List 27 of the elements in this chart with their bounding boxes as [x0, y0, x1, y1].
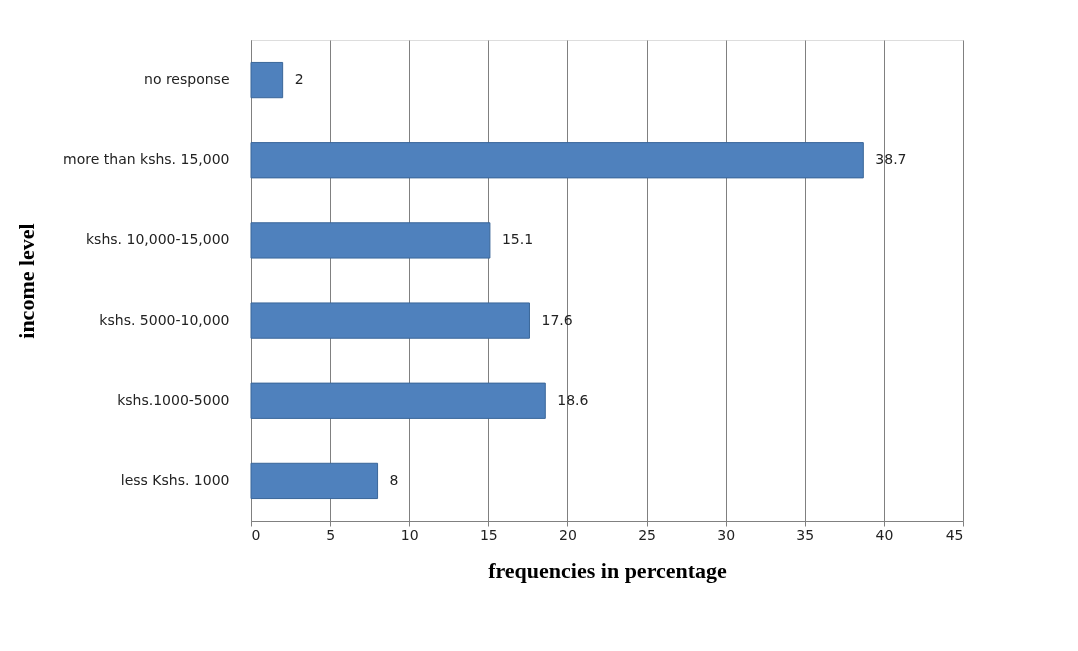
data-label: 2 — [294, 71, 304, 88]
bar — [250, 462, 379, 500]
y-tick-label: kshs.1000-5000 — [117, 391, 230, 408]
x-tick-label: 5 — [326, 526, 336, 543]
x-tick-label: 25 — [638, 526, 656, 543]
bar — [250, 302, 530, 339]
y-tick-label: more than kshs. 15,000 — [63, 151, 230, 168]
y-tick-label: less Kshs. 1000 — [120, 471, 230, 488]
bar — [250, 382, 546, 419]
x-tick-label: 40 — [875, 526, 894, 543]
x-tick-label: 15 — [479, 526, 498, 543]
data-label: 8 — [389, 471, 399, 488]
x-tick-label: 20 — [559, 526, 577, 543]
x-tick-label: 0 — [251, 526, 261, 543]
x-tick-label: 10 — [400, 526, 419, 543]
bar — [250, 61, 284, 99]
y-axis-title: income level — [13, 223, 39, 339]
data-label: 15.1 — [501, 231, 534, 248]
x-axis-title: frequencies in percentage — [488, 557, 728, 583]
y-tick-label: kshs. 10,000-15,000 — [86, 231, 230, 248]
bar — [250, 142, 864, 179]
bar — [250, 222, 491, 259]
x-tick-label: 45 — [945, 526, 964, 543]
y-tick-label: no response — [144, 71, 230, 88]
x-tick-label: 30 — [717, 526, 736, 543]
x-tick-label: 35 — [796, 526, 815, 543]
y-tick-label: kshs. 5000-10,000 — [99, 311, 230, 328]
